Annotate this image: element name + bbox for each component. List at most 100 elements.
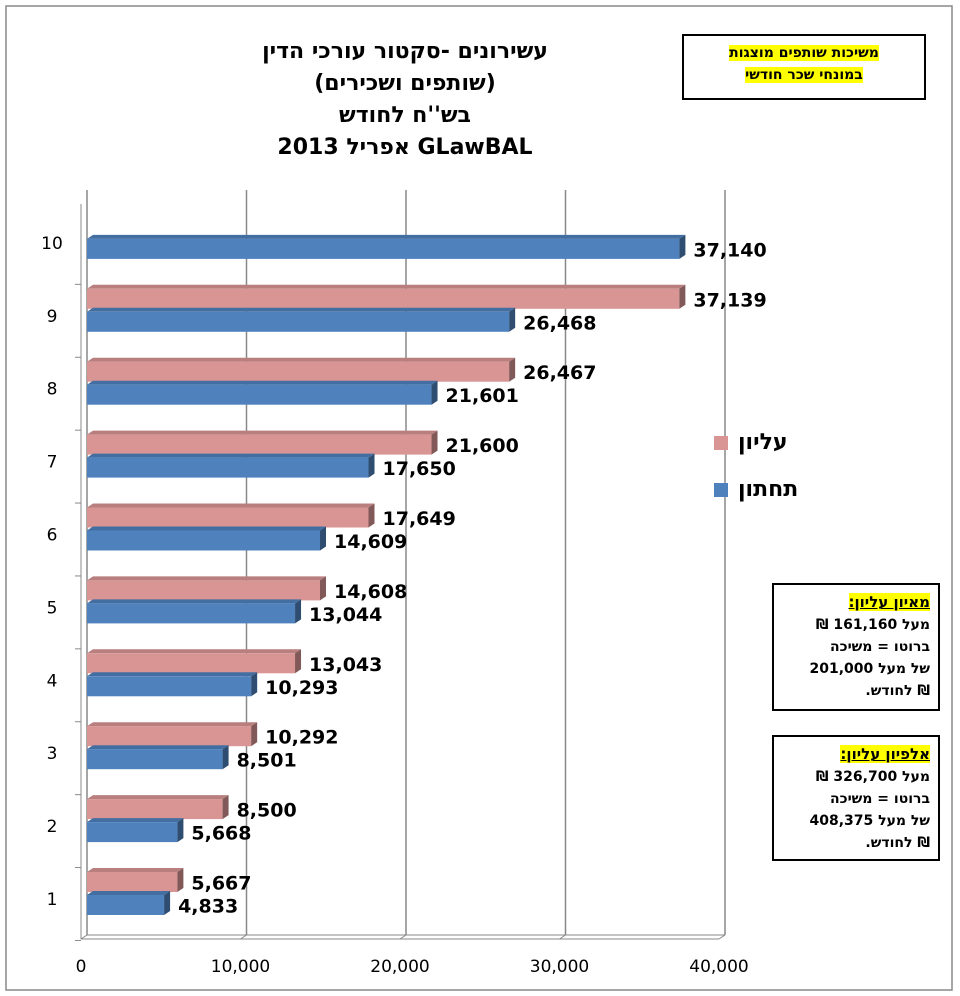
legend-label: עליון	[738, 430, 788, 455]
y-tick-label: 1	[47, 890, 58, 910]
bar-side	[251, 672, 258, 697]
bar-top	[87, 576, 326, 581]
bar	[87, 603, 296, 624]
legend-swatch	[714, 436, 728, 450]
bar	[87, 384, 432, 405]
y-tick-label: 10	[41, 234, 63, 254]
note-line: של מעל 408,375	[809, 813, 930, 829]
bar	[87, 530, 321, 551]
data-label: 14,609	[334, 531, 407, 553]
bar-side	[368, 503, 375, 528]
chart-border	[5, 5, 953, 991]
y-tick-label: 5	[47, 598, 58, 618]
y-tick-label: 3	[47, 744, 58, 764]
bar-top	[87, 357, 516, 362]
note-line: ברוטו = משיכה	[830, 791, 930, 807]
data-label: 8,501	[237, 750, 297, 772]
legend-label: תחתון	[738, 477, 798, 502]
bar-top	[87, 649, 302, 654]
data-label: 5,668	[191, 823, 251, 845]
bar-side	[320, 526, 327, 551]
data-label: 14,608	[334, 581, 407, 603]
bar-side	[679, 284, 686, 309]
bar	[87, 434, 432, 455]
bar-side	[509, 357, 516, 382]
chart-title: בש''ח לחודש	[339, 103, 471, 128]
bar-side	[222, 795, 229, 820]
x-tick-label: 20,000	[370, 957, 429, 977]
bar-side	[368, 453, 375, 478]
x-tick-label: 30,000	[530, 957, 589, 977]
bar-top	[87, 868, 184, 872]
data-label: 8,500	[237, 800, 297, 822]
note-box: אלפיון עליון: מעל 326,700 ₪ ברוטו = משיכ…	[772, 735, 940, 861]
grid-floor	[80, 934, 88, 940]
x-tick-label: 0	[76, 957, 87, 977]
bar	[87, 653, 296, 674]
x-tick-label: 10,000	[211, 957, 270, 977]
bar	[87, 676, 252, 697]
bar	[87, 749, 223, 770]
grid-floor	[399, 934, 407, 940]
bar-side	[431, 430, 438, 455]
y-tick-label: 7	[47, 453, 58, 473]
y-tick-label: 9	[47, 307, 58, 327]
note-line: מעל 161,160 ₪	[815, 617, 930, 633]
bar-side	[295, 649, 302, 674]
bar-top	[87, 526, 327, 531]
bar-side	[251, 722, 258, 747]
bar	[87, 580, 320, 601]
bar-top	[87, 672, 258, 677]
bar-side	[509, 307, 516, 332]
bar-top	[87, 745, 229, 750]
bar-side	[319, 576, 326, 601]
y-tick-label: 2	[47, 817, 58, 837]
data-label: 17,650	[383, 458, 456, 480]
note-heading: אלפיון עליון:	[840, 745, 930, 763]
bar-top	[87, 818, 184, 823]
bar-side	[177, 868, 184, 892]
note-heading: מאיון עליון:	[848, 593, 930, 611]
bar-top	[87, 891, 171, 895]
note-line: של מעל 201,000	[809, 661, 930, 677]
bar-top	[87, 234, 686, 239]
bar-top	[87, 722, 258, 727]
chart-title: (שותפים ושכירים)	[314, 71, 496, 96]
data-label: 10,293	[265, 677, 338, 699]
chart-title: GLawBAL אפריל 2013	[277, 135, 532, 160]
bar	[87, 288, 680, 309]
bar-top	[87, 307, 516, 312]
bar	[87, 457, 369, 478]
data-label: 37,140	[693, 239, 766, 261]
bar-side	[164, 891, 171, 915]
note-line: ₪ לחודש.	[865, 683, 930, 699]
note-line: משיכות שותפים מוצגות	[729, 45, 879, 61]
bar	[87, 507, 369, 528]
bar	[87, 361, 510, 382]
note-line: מעל 326,700 ₪	[815, 769, 930, 785]
grid-floor	[559, 934, 566, 940]
data-label: 26,467	[523, 362, 596, 384]
bar-side	[679, 234, 686, 259]
bar-side	[431, 380, 438, 405]
note-line: ₪ לחודש.	[865, 835, 930, 851]
data-label: 17,649	[383, 508, 456, 530]
data-label: 10,292	[265, 727, 338, 749]
y-tick-label: 4	[47, 671, 58, 691]
bar	[87, 799, 223, 820]
grid-floor	[240, 934, 247, 940]
bar	[87, 311, 510, 332]
data-label: 37,139	[693, 289, 766, 311]
note-box: משיכות שותפים מוצגות במונחי שכר חודשי	[682, 34, 926, 100]
bar-top	[87, 284, 686, 289]
data-label: 13,043	[309, 654, 382, 676]
legend-swatch	[714, 483, 728, 497]
x-tick-label: 40,000	[689, 957, 748, 977]
bar-top	[87, 430, 438, 435]
bar-top	[87, 795, 229, 800]
bar-top	[87, 453, 375, 458]
y-tick-label: 8	[47, 380, 58, 400]
bar-side	[222, 745, 229, 770]
